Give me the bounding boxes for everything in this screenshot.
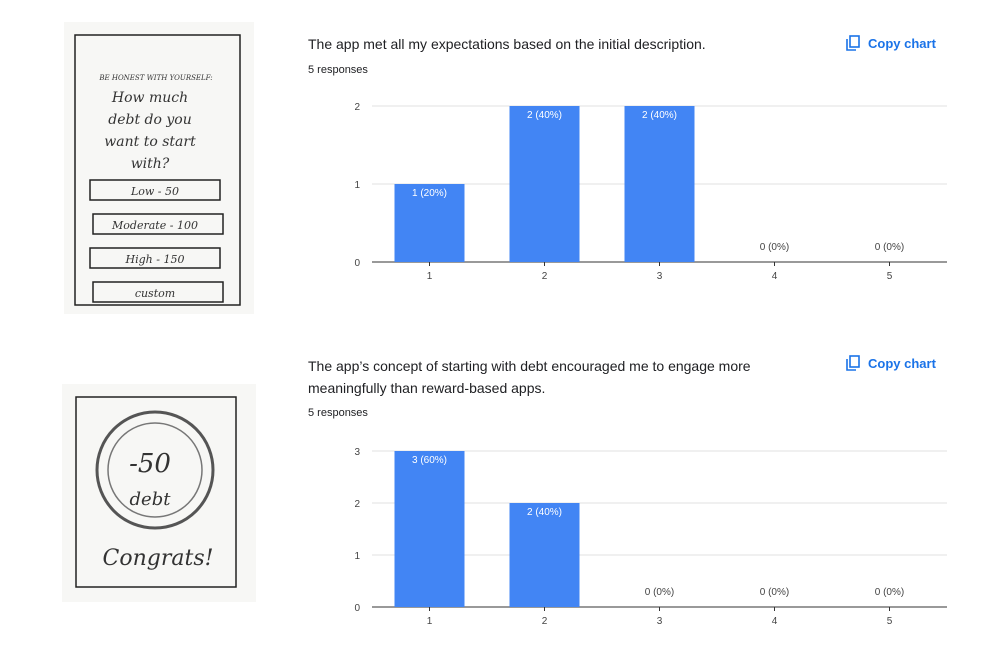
progress-ring bbox=[95, 410, 215, 530]
x-tick-label: 1 bbox=[427, 271, 433, 282]
x-tick-label: 3 bbox=[657, 271, 663, 282]
y-tick-label: 0 bbox=[354, 603, 360, 614]
y-tick-label: 1 bbox=[354, 180, 360, 191]
x-tick-label: 2 bbox=[542, 271, 548, 282]
value-label: 2 (40%) bbox=[527, 110, 562, 121]
sketch-option: Moderate - 100 bbox=[111, 219, 198, 232]
bar bbox=[394, 184, 465, 262]
y-tick-label: 2 bbox=[354, 499, 360, 510]
chart-title: The app’s concept of starting with debt … bbox=[308, 358, 751, 396]
y-tick-label: 2 bbox=[354, 102, 360, 113]
chart-card: The app’s concept of starting with debt … bbox=[298, 345, 958, 640]
chart-title: The app met all my expectations based on… bbox=[308, 36, 706, 52]
value-label: 3 (60%) bbox=[412, 455, 447, 466]
value-label: 0 (0%) bbox=[645, 587, 674, 598]
y-tick-label: 1 bbox=[354, 551, 360, 562]
x-tick-label: 4 bbox=[772, 271, 778, 282]
sketch-option: custom bbox=[135, 287, 175, 300]
copy-icon bbox=[846, 355, 860, 371]
debt-unit: debt bbox=[130, 489, 172, 510]
sketch-option-box bbox=[89, 179, 221, 201]
copy-chart-label: Copy chart bbox=[868, 355, 936, 371]
sketch-paper bbox=[64, 22, 254, 314]
response-count: 5 responses bbox=[308, 407, 368, 419]
x-tick-label: 2 bbox=[542, 616, 548, 627]
sketch-question: How much bbox=[111, 90, 188, 106]
value-label: 1 (20%) bbox=[412, 188, 447, 199]
congrats: Congrats! bbox=[103, 546, 214, 571]
sketch-option: Low - 50 bbox=[130, 185, 179, 198]
y-tick-label: 0 bbox=[354, 258, 360, 269]
sketch-option-box bbox=[92, 213, 224, 235]
sketch-question: want to start bbox=[104, 134, 196, 150]
progress-ring-inner bbox=[107, 422, 203, 518]
x-tick-label: 5 bbox=[887, 616, 893, 627]
copy-chart-button[interactable]: Copy chart bbox=[846, 35, 936, 51]
sketch-option-box bbox=[92, 281, 224, 303]
value-label: 0 (0%) bbox=[875, 242, 904, 253]
chart-card: The app met all my expectations based on… bbox=[298, 25, 958, 320]
copy-chart-label: Copy chart bbox=[868, 35, 936, 51]
sketch-frame bbox=[75, 396, 237, 588]
sketch-question: with? bbox=[131, 156, 170, 172]
copy-icon bbox=[846, 35, 860, 51]
sketch-question: debt do you bbox=[108, 112, 191, 128]
value-label: 0 (0%) bbox=[760, 242, 789, 253]
sketch-frame bbox=[74, 34, 241, 306]
x-tick-label: 4 bbox=[772, 616, 778, 627]
sketches: BE HONEST WITH YOURSELF: -50 debt Congra… bbox=[62, 22, 256, 602]
copy-chart-button[interactable]: Copy chart bbox=[846, 355, 936, 371]
sketch-option: High - 150 bbox=[125, 253, 185, 266]
sketch-option-box bbox=[89, 247, 221, 269]
bar bbox=[394, 451, 465, 607]
bar bbox=[509, 106, 580, 262]
value-label: 2 (40%) bbox=[527, 507, 562, 518]
response-count: 5 responses bbox=[308, 64, 368, 76]
y-tick-label: 3 bbox=[354, 447, 360, 458]
value-label: 0 (0%) bbox=[760, 587, 789, 598]
bar bbox=[509, 503, 580, 607]
sketch-heading: BE HONEST WITH YOURSELF: bbox=[98, 74, 212, 82]
value-label: 0 (0%) bbox=[875, 587, 904, 598]
debt-amount: -50 bbox=[129, 449, 171, 479]
bar bbox=[624, 106, 695, 262]
x-tick-label: 1 bbox=[427, 616, 433, 627]
x-tick-label: 3 bbox=[657, 616, 663, 627]
value-label: 2 (40%) bbox=[642, 110, 677, 121]
sketch-paper bbox=[62, 384, 256, 602]
x-tick-label: 5 bbox=[887, 271, 893, 282]
